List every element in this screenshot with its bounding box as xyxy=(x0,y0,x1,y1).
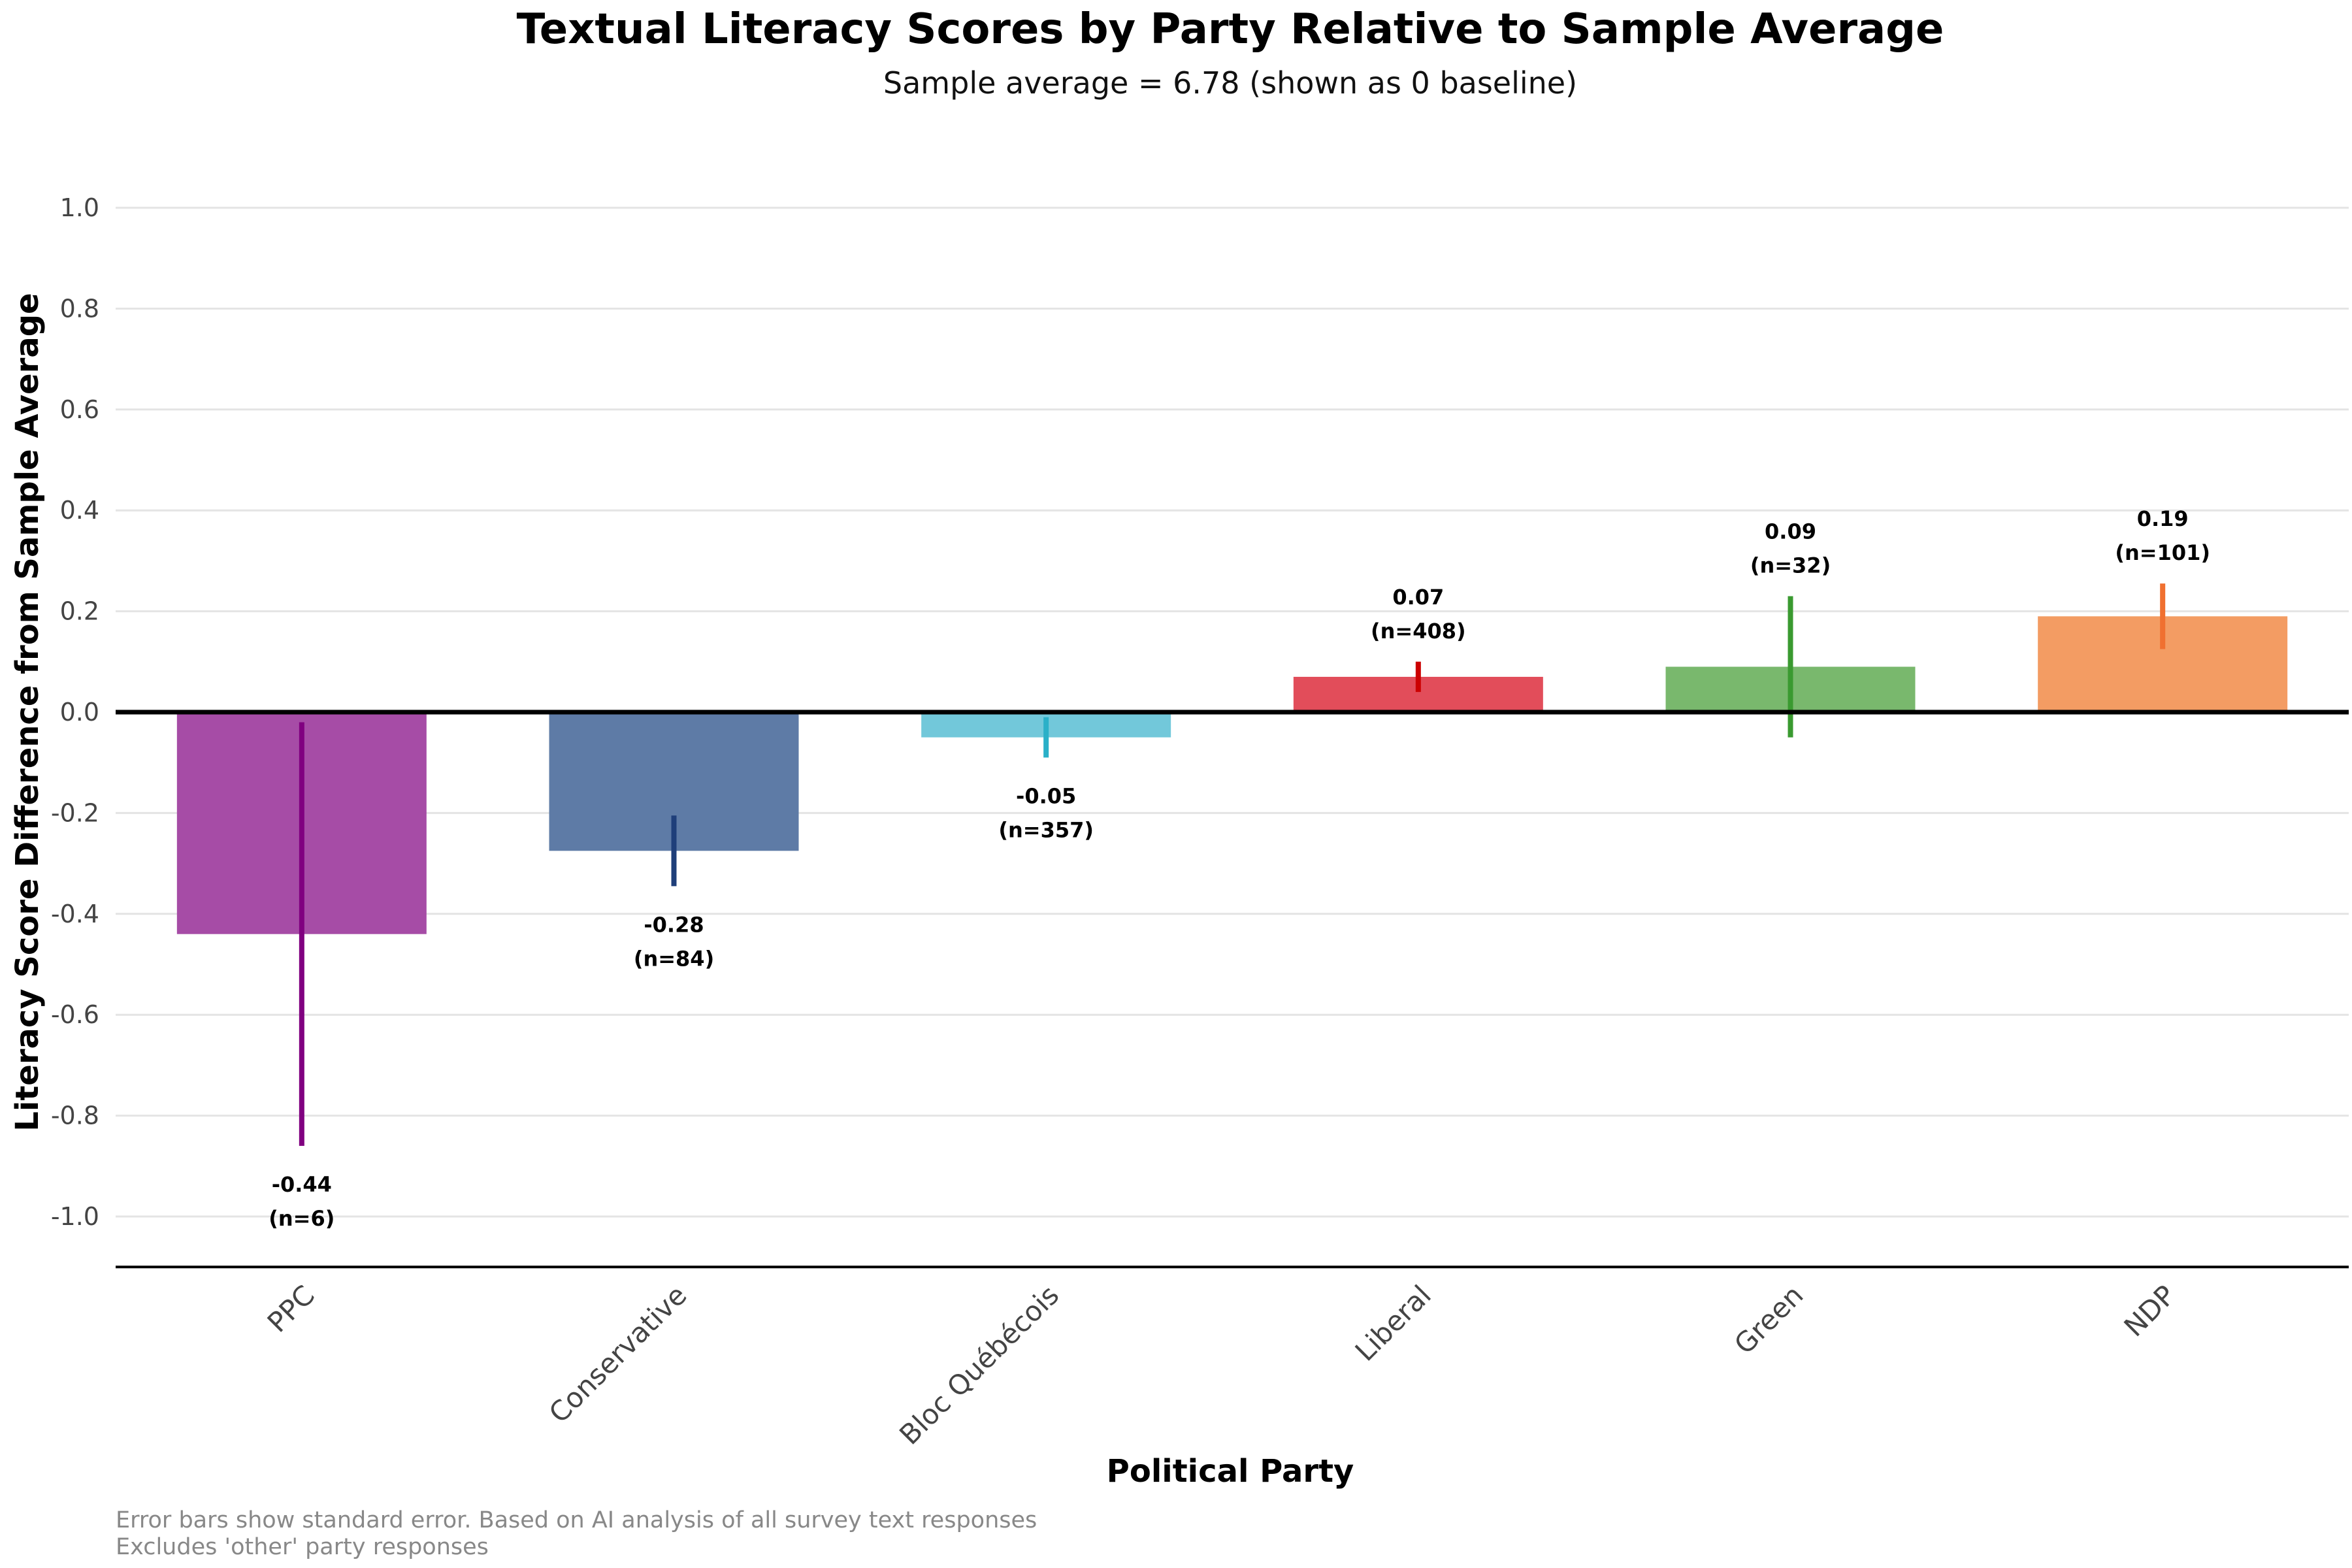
data-label-value-4: 0.09 xyxy=(1765,519,1816,544)
y-tick-label-10: 1.0 xyxy=(60,193,99,222)
data-label-n-1: (n=84) xyxy=(634,946,714,971)
x-tick-label-0: PPC xyxy=(261,1279,321,1339)
y-tick-label-4: -0.2 xyxy=(51,798,99,827)
data-label-value-0: -0.44 xyxy=(272,1172,332,1197)
y-tick-label-7: 0.4 xyxy=(60,496,99,525)
y-tick-label-6: 0.2 xyxy=(60,597,99,626)
x-tick-label-2: Bloc Québécois xyxy=(893,1279,1065,1451)
x-tick-label-4: Green xyxy=(1728,1279,1810,1361)
y-tick-label-9: 0.8 xyxy=(60,294,99,323)
x-tick-label-5: NDP xyxy=(2118,1279,2182,1343)
data-label-n-2: (n=357) xyxy=(998,817,1094,842)
x-axis-label: Political Party xyxy=(1107,1453,1354,1490)
data-label-n-5: (n=101) xyxy=(2115,540,2210,565)
y-tick-label-5: 0.0 xyxy=(60,698,99,727)
data-label-value-3: 0.07 xyxy=(1392,585,1444,610)
x-tick-label-1: Conservative xyxy=(543,1279,693,1429)
chart-title: Textual Literacy Scores by Party Relativ… xyxy=(517,5,1944,54)
data-label-value-5: 0.19 xyxy=(2137,506,2189,531)
caption-line-2: Excludes 'other' party responses xyxy=(116,1534,489,1560)
y-tick-label-0: -1.0 xyxy=(51,1202,99,1231)
data-label-n-3: (n=408) xyxy=(1371,619,1466,644)
y-tick-label-8: 0.6 xyxy=(60,395,99,424)
data-label-n-4: (n=32) xyxy=(1750,553,1831,578)
y-axis-label: Literacy Score Difference from Sample Av… xyxy=(9,293,46,1131)
bar-layer xyxy=(176,583,2288,1146)
data-label-n-0: (n=6) xyxy=(269,1206,335,1231)
y-tick-label-1: -0.8 xyxy=(51,1102,99,1130)
data-label-value-1: -0.28 xyxy=(644,912,704,937)
caption-line-1: Error bars show standard error. Based on… xyxy=(116,1507,1037,1533)
chart-subtitle: Sample average = 6.78 (shown as 0 baseli… xyxy=(883,65,1577,101)
y-tick-label-2: -0.6 xyxy=(51,1000,99,1029)
axis-layer xyxy=(116,710,2349,1269)
x-tick-label-3: Liberal xyxy=(1349,1279,1437,1367)
y-tick-label-3: -0.4 xyxy=(51,900,99,928)
data-label-value-2: -0.05 xyxy=(1016,783,1076,808)
